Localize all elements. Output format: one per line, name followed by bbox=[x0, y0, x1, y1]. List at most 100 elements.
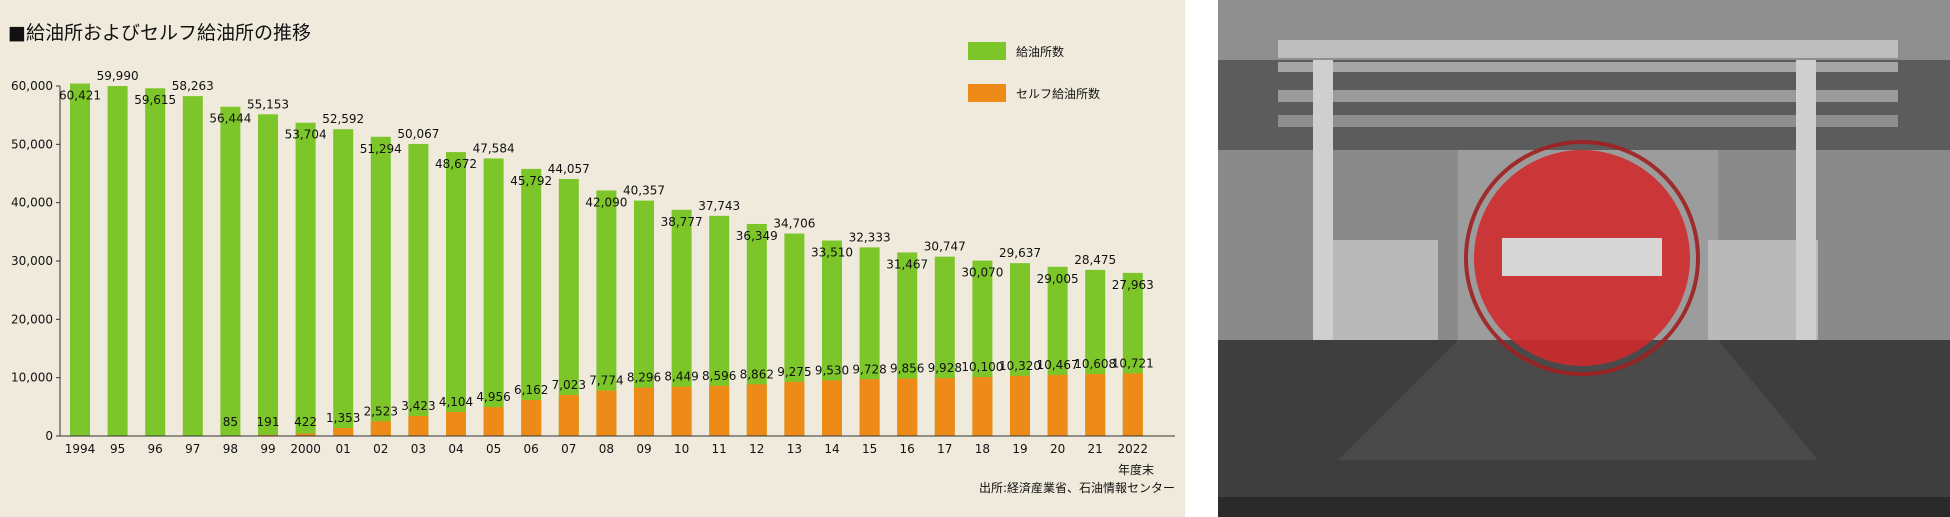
bar-self bbox=[408, 416, 429, 436]
bar-self bbox=[1085, 374, 1106, 436]
x-tick-label: 1994 bbox=[65, 442, 96, 456]
data-label-self: 9,275 bbox=[777, 365, 811, 379]
x-axis-suffix: 年度末 bbox=[1118, 462, 1154, 477]
y-tick-label: 50,000 bbox=[11, 137, 53, 151]
photo-car-wash-no-entry bbox=[1218, 0, 1950, 517]
data-label-self: 10,320 bbox=[999, 359, 1041, 373]
x-tick-label: 96 bbox=[148, 442, 163, 456]
x-tick-label: 95 bbox=[110, 442, 125, 456]
data-label-main: 59,990 bbox=[97, 69, 139, 83]
bar-self bbox=[596, 390, 617, 436]
bar-main bbox=[258, 114, 278, 436]
no-entry-sign-icon bbox=[1218, 0, 1950, 517]
data-label-self: 8,449 bbox=[664, 370, 698, 384]
bar-main bbox=[408, 143, 429, 436]
x-tick-label: 13 bbox=[787, 442, 802, 456]
bar-self bbox=[897, 378, 918, 436]
bar-self bbox=[1047, 374, 1068, 436]
data-label-main: 59,615 bbox=[134, 93, 176, 107]
bar-self bbox=[295, 433, 316, 436]
x-tick-label: 2000 bbox=[290, 442, 321, 456]
x-tick-label: 03 bbox=[411, 442, 426, 456]
chart-title: ■給油所およびセルフ給油所の推移 bbox=[8, 22, 311, 44]
bar-main bbox=[671, 209, 692, 436]
bar-self bbox=[483, 407, 504, 436]
data-label-self: 10,100 bbox=[961, 360, 1003, 374]
data-label-main: 31,467 bbox=[886, 257, 928, 271]
y-tick-label: 0 bbox=[45, 429, 53, 443]
data-label-self: 4,956 bbox=[476, 390, 510, 404]
legend-swatch bbox=[968, 42, 1006, 60]
bar-self bbox=[558, 395, 579, 436]
bar-self bbox=[822, 380, 842, 436]
bar-self bbox=[1010, 375, 1030, 436]
x-tick-label: 02 bbox=[373, 442, 388, 456]
data-label-self: 7,774 bbox=[589, 374, 623, 388]
data-label-main: 36,349 bbox=[736, 229, 778, 243]
bar-main bbox=[521, 168, 542, 436]
x-tick-label: 20 bbox=[1050, 442, 1065, 456]
data-label-self: 10,608 bbox=[1074, 357, 1116, 371]
data-label-self: 10,721 bbox=[1112, 356, 1154, 370]
bar-main bbox=[596, 190, 617, 436]
x-tick-label: 10 bbox=[674, 442, 689, 456]
data-label-main: 27,963 bbox=[1112, 278, 1154, 292]
bar-chart: 0 10,000 20,000 30,000 40,000 50,000 60,000 19… bbox=[11, 42, 1175, 495]
data-label-main: 50,067 bbox=[397, 127, 439, 141]
bar-main bbox=[446, 152, 466, 436]
bar-main bbox=[709, 215, 730, 436]
bar-self bbox=[934, 378, 955, 436]
bar-main bbox=[634, 200, 654, 436]
x-tick-label: 09 bbox=[636, 442, 651, 456]
x-axis: 1994 95 96 97 98 99 2000 01 02 03 04 05 06 07 08 09 10 11… bbox=[60, 435, 1175, 456]
x-tick-label: 01 bbox=[336, 442, 351, 456]
data-label-main: 44,057 bbox=[548, 162, 590, 176]
bar-self bbox=[258, 434, 278, 436]
data-label-self: 9,728 bbox=[852, 362, 886, 376]
data-label-self: 9,928 bbox=[928, 361, 962, 375]
data-label-main: 56,444 bbox=[209, 112, 251, 126]
data-label-main: 32,333 bbox=[849, 230, 891, 244]
data-label-main: 29,005 bbox=[1037, 272, 1079, 286]
x-tick-label: 07 bbox=[561, 442, 576, 456]
bar-main bbox=[107, 86, 128, 436]
bar-self bbox=[521, 400, 542, 436]
x-tick-label: 14 bbox=[824, 442, 839, 456]
data-label-self: 2,523 bbox=[364, 404, 398, 418]
y-tick-label: 30,000 bbox=[11, 254, 53, 268]
x-tick-label: 17 bbox=[937, 442, 952, 456]
data-label-main: 42,090 bbox=[585, 195, 627, 209]
data-label-main: 38,777 bbox=[661, 215, 703, 229]
data-label-self: 4,104 bbox=[439, 395, 473, 409]
chart-panel: ■給油所およびセルフ給油所の推移 0 10,000 20,000 30,000 40,0… bbox=[0, 0, 1185, 517]
bar-main bbox=[483, 158, 504, 436]
bar-self bbox=[1122, 373, 1143, 436]
y-tick-label: 10,000 bbox=[11, 371, 53, 385]
x-tick-label: 98 bbox=[223, 442, 238, 456]
data-label-main: 55,153 bbox=[247, 97, 289, 111]
legend-label: セルフ給油所数 bbox=[1016, 86, 1100, 101]
bar-main bbox=[558, 179, 579, 436]
y-axis: 0 10,000 20,000 30,000 40,000 50,000 60,000 bbox=[11, 79, 61, 443]
data-label-self: 1,353 bbox=[326, 411, 360, 425]
x-tick-label: 19 bbox=[1012, 442, 1027, 456]
data-label-main: 48,672 bbox=[435, 157, 477, 171]
x-tick-label: 15 bbox=[862, 442, 877, 456]
x-tick-label: 2022 bbox=[1118, 442, 1149, 456]
y-tick-label: 60,000 bbox=[11, 79, 53, 93]
x-tick-label: 08 bbox=[599, 442, 614, 456]
data-label-self: 7,023 bbox=[552, 378, 586, 392]
data-label-self: 10,467 bbox=[1037, 358, 1079, 372]
bar-self bbox=[446, 412, 466, 436]
bar-self bbox=[709, 385, 730, 436]
data-label-main: 60,421 bbox=[59, 89, 101, 103]
bar-main bbox=[145, 88, 166, 436]
series-main-bars bbox=[70, 83, 1143, 437]
data-label-self: 8,596 bbox=[702, 369, 736, 383]
data-label-main: 28,475 bbox=[1074, 253, 1116, 267]
bar-self bbox=[972, 377, 993, 436]
x-tick-label: 11 bbox=[712, 442, 727, 456]
bar-self bbox=[746, 384, 767, 436]
bar-main bbox=[746, 223, 767, 436]
